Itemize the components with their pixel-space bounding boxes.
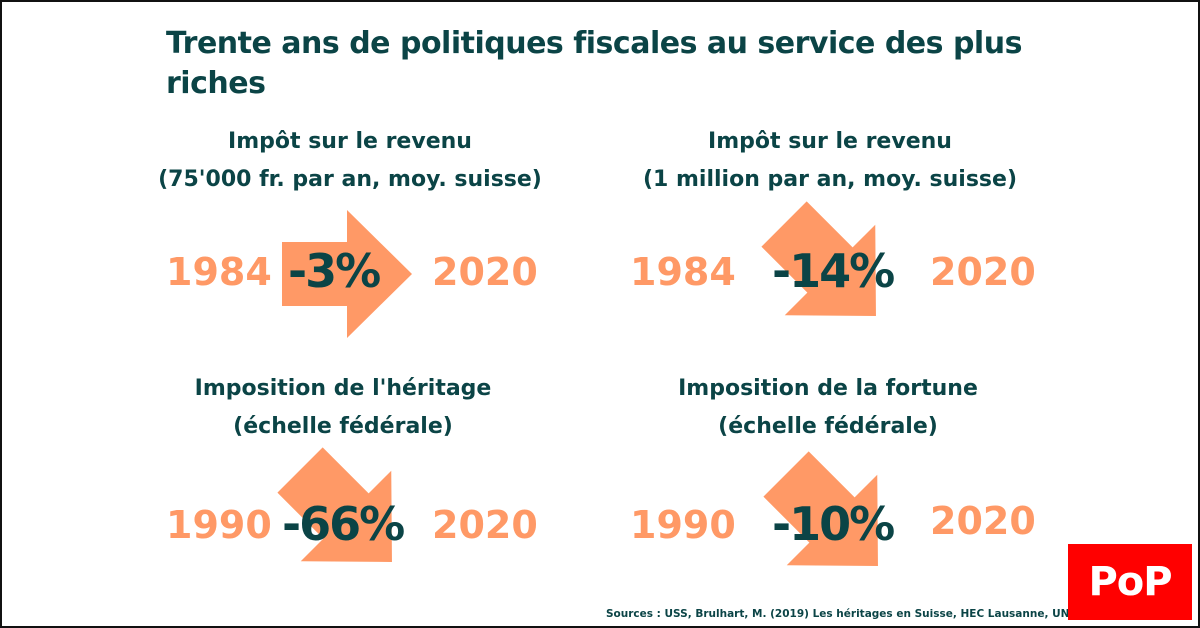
panel-1-from-year: 1984 <box>166 250 272 294</box>
panel-3-heading-line1: Imposition de l'héritage <box>194 376 492 401</box>
sources-text: Sources : USS, Brulhart, M. (2019) Les h… <box>606 608 1085 620</box>
panel-3-heading: Imposition de l'héritage (échelle fédéra… <box>103 370 583 446</box>
panel-2-to-year: 2020 <box>930 250 1036 294</box>
arrow-down-right-icon <box>761 201 876 316</box>
panel-1-to-year: 2020 <box>432 250 538 294</box>
panel-2-change: -14% <box>772 244 895 298</box>
panel-3-from-year: 1990 <box>166 503 272 547</box>
panel-1-heading-line2: (75'000 fr. par an, moy. suisse) <box>158 167 542 192</box>
panel-1-change: -3% <box>288 244 381 298</box>
panel-2-heading: Impôt sur le revenu (1 million par an, m… <box>590 123 1070 199</box>
panel-4-heading-line1: Imposition de la fortune <box>678 376 978 401</box>
panel-4-heading: Imposition de la fortune (échelle fédéra… <box>588 370 1068 446</box>
panel-4-to-year: 2020 <box>930 499 1036 543</box>
page-title: Trente ans de politiques fiscales au ser… <box>166 26 1022 101</box>
pop-logo: PoP <box>1068 544 1192 620</box>
arrow-down-right-icon <box>763 451 878 566</box>
arrow-right-icon <box>282 210 412 338</box>
panel-1-heading-line1: Impôt sur le revenu <box>228 129 472 154</box>
panel-3-heading-line2: (échelle fédérale) <box>233 414 453 439</box>
panel-3-change: -66% <box>282 497 405 551</box>
panel-3-to-year: 2020 <box>432 503 538 547</box>
panel-2-heading-line2: (1 million par an, moy. suisse) <box>642 167 1017 192</box>
arrow-down-right-icon <box>277 447 392 562</box>
panel-2-from-year: 1984 <box>630 250 736 294</box>
panel-4-heading-line2: (échelle fédérale) <box>718 414 938 439</box>
panel-4-from-year: 1990 <box>630 503 736 547</box>
panel-1-heading: Impôt sur le revenu (75'000 fr. par an, … <box>110 123 590 199</box>
panel-2-heading-line1: Impôt sur le revenu <box>708 129 952 154</box>
panel-4-change: -10% <box>772 497 895 551</box>
